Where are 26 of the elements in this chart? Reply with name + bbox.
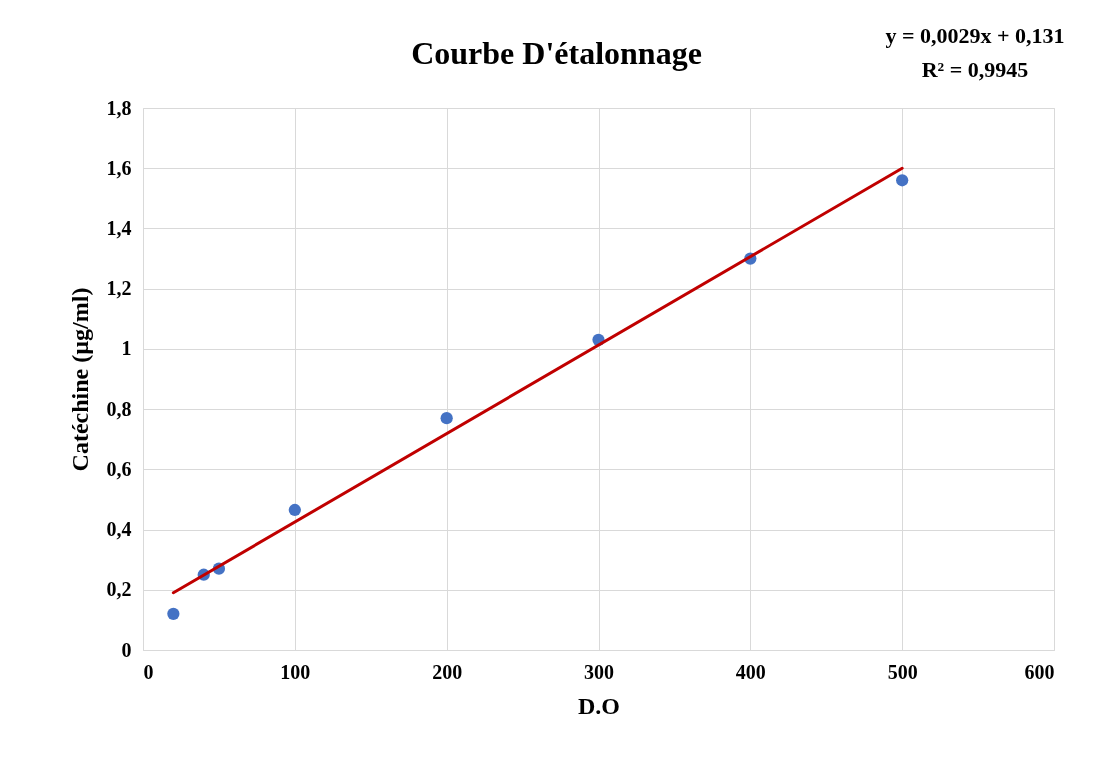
point bbox=[167, 607, 180, 620]
y-tick-label: 1,8 bbox=[106, 96, 132, 119]
y-tick-label: 1 bbox=[121, 337, 132, 360]
y-tick-label: 1,4 bbox=[106, 216, 132, 239]
text: y = 0,0029x + 0,131 bbox=[885, 23, 1065, 48]
point bbox=[288, 503, 301, 517]
y-tick-label: 0,8 bbox=[106, 397, 132, 420]
y-tick-label: 0,2 bbox=[106, 578, 132, 601]
x-tick-label: 100 bbox=[280, 660, 311, 683]
y-tick-label: 1,6 bbox=[106, 156, 132, 179]
point bbox=[896, 174, 909, 187]
x-tick-label: 300 bbox=[584, 660, 614, 683]
chart-title: Courbe D'étalonnage bbox=[411, 35, 702, 71]
y-axis-title: Catéchine (µg/ml) bbox=[66, 287, 93, 472]
text: R² = 0,9945 bbox=[921, 57, 1029, 82]
x-tick-label: 400 bbox=[735, 660, 766, 683]
y-tick-label: 0 bbox=[121, 638, 132, 661]
x-tick-label: 200 bbox=[432, 660, 463, 683]
y-tick-label: 1,2 bbox=[106, 277, 132, 300]
x-tick-label: 0 bbox=[143, 660, 154, 683]
x-axis-title: D.O bbox=[578, 692, 620, 719]
x-tick-label: 600 bbox=[1024, 660, 1055, 683]
x-tick-label: 500 bbox=[887, 660, 918, 683]
y-tick-label: 0,4 bbox=[106, 518, 132, 541]
y-tick-label: 0,6 bbox=[106, 457, 132, 480]
point bbox=[440, 412, 453, 425]
